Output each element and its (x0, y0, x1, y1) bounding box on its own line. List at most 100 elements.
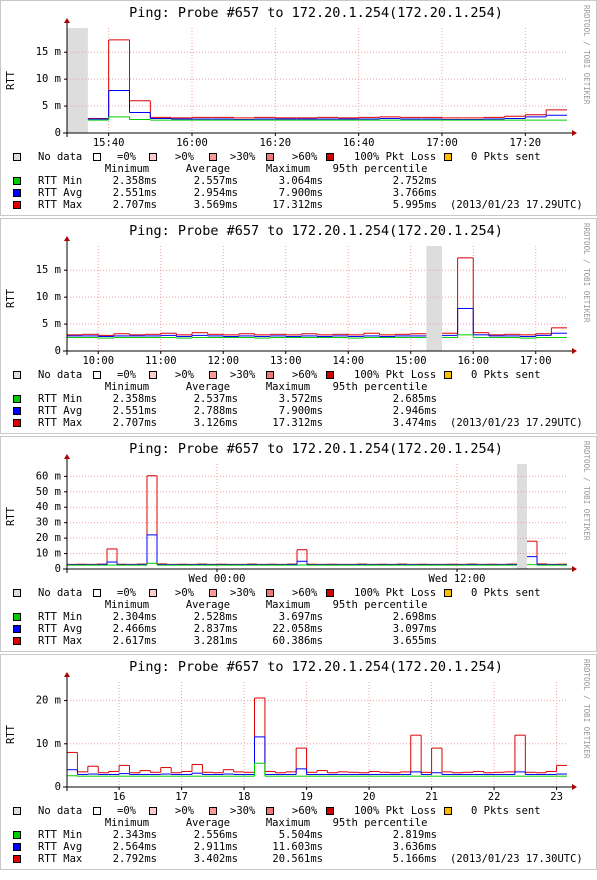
stats-header: 95th percentile (333, 599, 428, 611)
series-swatch (13, 625, 21, 633)
loss-label: >0% (175, 805, 195, 817)
stats-value: 2.557ms (194, 175, 238, 187)
stats-value: 3.064ms (279, 175, 323, 187)
x-tick-label: Wed 12:00 (429, 573, 486, 585)
stats-value: 2.792ms (113, 853, 157, 865)
stats-value: 3.572ms (279, 393, 323, 405)
stats-row-name: RTT Avg (38, 841, 82, 853)
series-swatch (13, 201, 21, 209)
stats-value: 2.304ms (113, 611, 157, 623)
loss-label: >30% (230, 805, 256, 817)
x-tick-label: 12:00 (207, 355, 239, 367)
ping-panel: Ping: Probe #657 to 172.20.1.254(172.20.… (0, 436, 597, 652)
y-tick-label: 20 m (36, 532, 61, 544)
loss-swatch (444, 807, 452, 815)
stats-row-name: RTT Max (38, 417, 82, 429)
loss-swatch (444, 589, 452, 597)
y-tick-label: 50 m (36, 486, 61, 498)
loss-label: No data (38, 805, 82, 817)
series-swatch (13, 637, 21, 645)
stats-header: Maximum (266, 599, 310, 611)
y-arrow (64, 454, 70, 459)
series-swatch (13, 189, 21, 197)
x-tick-label: 16 (113, 791, 126, 803)
stats-row-name: RTT Min (38, 829, 82, 841)
stats-header: Average (186, 599, 230, 611)
loss-label: 100% Pkt Loss (354, 587, 436, 599)
loss-label: 100% Pkt Loss (354, 369, 436, 381)
x-tick-label: 10:00 (82, 355, 114, 367)
stats-value: 7.900ms (279, 187, 323, 199)
plot-area (67, 682, 567, 787)
y-tick-label: 0 (55, 563, 61, 575)
stats-value: 2.698ms (393, 611, 437, 623)
chart-title: Ping: Probe #657 to 172.20.1.254(172.20.… (129, 659, 503, 675)
stats-note: (2013/01/23 17.30UTC) (450, 853, 583, 865)
x-tick-label: Wed 00:00 (189, 573, 246, 585)
stats-value: 5.166ms (393, 853, 437, 865)
stats-header: Maximum (266, 163, 310, 175)
loss-swatch (266, 589, 274, 597)
x-tick-label: 19 (300, 791, 313, 803)
loss-label: 0 Pkts sent (471, 151, 541, 163)
loss-swatch (209, 153, 217, 161)
stats-value: 5.504ms (279, 829, 323, 841)
loss-swatch (149, 807, 157, 815)
y-tick-label: 10 m (36, 291, 61, 303)
x-arrow (572, 348, 577, 354)
stats-value: 2.685ms (393, 393, 437, 405)
loss-label: >30% (230, 587, 256, 599)
stats-value: 2.358ms (113, 393, 157, 405)
stats-value: 2.551ms (113, 405, 157, 417)
y-tick-label: 10 m (36, 738, 61, 750)
stats-value: 3.766ms (393, 187, 437, 199)
stats-value: 60.386ms (272, 635, 323, 647)
stats-header: 95th percentile (333, 817, 428, 829)
y-tick-label: 5 m (42, 318, 61, 330)
y-tick-label: 0 (55, 127, 61, 139)
chart-title: Ping: Probe #657 to 172.20.1.254(172.20.… (129, 223, 503, 239)
stats-value: 3.097ms (393, 623, 437, 635)
stats-value: 2.551ms (113, 187, 157, 199)
x-arrow (572, 566, 577, 572)
loss-label: >30% (230, 151, 256, 163)
loss-label: 100% Pkt Loss (354, 151, 436, 163)
stats-value: 3.126ms (194, 417, 238, 429)
loss-swatch (93, 807, 101, 815)
series-swatch (13, 843, 21, 851)
stats-header: Maximum (266, 817, 310, 829)
loss-label: No data (38, 369, 82, 381)
y-tick-label: 0 (55, 345, 61, 357)
y-tick-label: 0 (55, 781, 61, 793)
stats-header: Minimum (105, 163, 149, 175)
y-axis-label: RTT (5, 288, 17, 308)
stats-value: 3.569ms (194, 199, 238, 211)
stats-value: 20.561ms (272, 853, 323, 865)
watermark: RRDTOOL / TOBI OETIKER (582, 223, 591, 323)
loss-label: >60% (292, 805, 318, 817)
loss-swatch (266, 153, 274, 161)
loss-label: =0% (117, 805, 137, 817)
loss-swatch (326, 589, 334, 597)
stats-value: 3.697ms (279, 611, 323, 623)
loss-swatch (326, 153, 334, 161)
loss-label: >0% (175, 587, 195, 599)
series-swatch (13, 407, 21, 415)
stats-row-name: RTT Min (38, 393, 82, 405)
y-tick-label: 30 m (36, 517, 61, 529)
x-tick-label: 17:20 (510, 137, 542, 149)
no-data-band (67, 28, 88, 133)
stats-row-name: RTT Min (38, 175, 82, 187)
stats-value: 2.343ms (113, 829, 157, 841)
stats-value: 11.603ms (272, 841, 323, 853)
y-tick-label: 60 m (36, 470, 61, 482)
x-tick-label: 15:40 (93, 137, 125, 149)
stats-value: 2.537ms (194, 393, 238, 405)
stats-header: Average (186, 817, 230, 829)
stats-value: 2.358ms (113, 175, 157, 187)
loss-label: =0% (117, 587, 137, 599)
x-tick-label: 18 (238, 791, 251, 803)
y-tick-label: 5 m (42, 100, 61, 112)
stats-row-name: RTT Avg (38, 405, 82, 417)
